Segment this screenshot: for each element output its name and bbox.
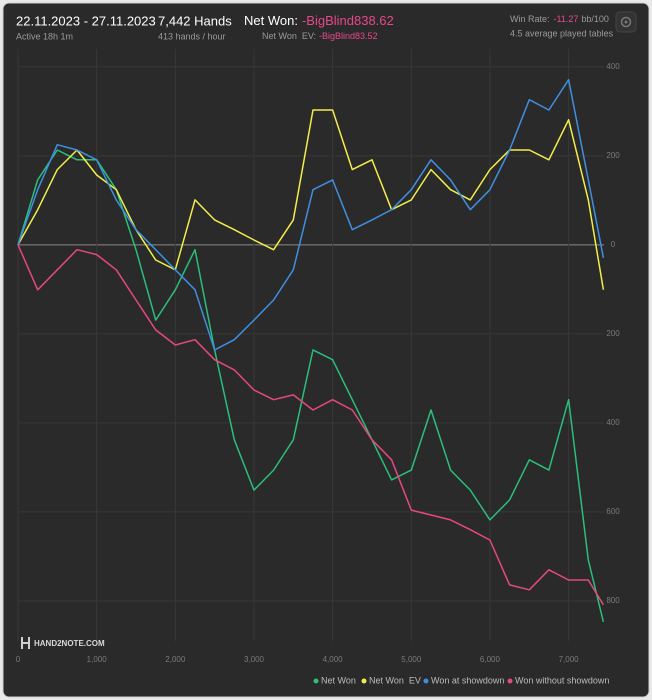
series-line [17, 78, 605, 351]
x-tick-label: 6,000 [480, 655, 501, 664]
win-rate: Win Rate: -11.27 bb/100 [510, 14, 609, 24]
legend-marker [423, 678, 429, 684]
x-tick-label: 5,000 [401, 655, 422, 664]
legend-label: Won at showdown [431, 675, 504, 685]
x-tick-label: 7,000 [559, 655, 580, 664]
hands: 7,442 Hands [158, 13, 232, 28]
plot: 400 200 0 200 400 600 800 0 1,000 2,000 3,000 4,000… [16, 49, 620, 664]
win-rate-label: Win Rate: [510, 14, 550, 24]
series-line [17, 244, 605, 606]
y-tick-label: 0 [611, 240, 616, 249]
net-won-ev-value: -BigBlind83.52 [319, 31, 378, 41]
y-tick-label: 200 [606, 329, 620, 338]
y-tick-label: 400 [606, 62, 620, 71]
net-won-label: Net Won: [244, 13, 298, 28]
net-won: Net Won: -BigBlind838.62 [244, 13, 394, 28]
y-tick-label: 400 [606, 418, 620, 427]
active-time: Active 18h 1m [16, 31, 73, 41]
x-tick-label: 4,000 [323, 655, 344, 664]
net-won-ev: Net Won EV: -BigBlind83.52 [262, 31, 378, 41]
net-won-ev-label: Net Won EV: [262, 31, 316, 41]
logo: HAND2NOTE.COM [21, 637, 105, 649]
legend-label: Won without showdown [515, 675, 609, 685]
legend-marker [313, 678, 319, 684]
win-rate-unit: bb/100 [581, 14, 609, 24]
y-tick-label: 200 [606, 151, 620, 160]
hands-rate: 413 hands / hour [158, 31, 226, 41]
logo-text: HAND2NOTE.COM [34, 639, 105, 648]
legend-label: Net Won EV [369, 675, 421, 685]
legend-label: Net Won [321, 675, 356, 685]
legend: Net Won Net Won EV Won at showdown Won with… [313, 675, 609, 685]
y-tick-label: 800 [606, 596, 620, 605]
x-tick-label: 3,000 [244, 655, 265, 664]
settings-button[interactable] [615, 11, 637, 33]
x-tick-label: 2,000 [165, 655, 186, 664]
y-tick-label: 600 [606, 507, 620, 516]
win-rate-value: -11.27 [554, 14, 579, 24]
legend-marker [361, 678, 367, 684]
date-range: 22.11.2023 - 27.11.2023 [16, 13, 156, 28]
net-won-value: -BigBlind838.62 [302, 13, 394, 28]
legend-marker [507, 678, 513, 684]
x-tick-label: 1,000 [87, 655, 108, 664]
x-tick-label: 0 [16, 655, 21, 664]
tables: 4.5 average played tables [510, 28, 614, 38]
